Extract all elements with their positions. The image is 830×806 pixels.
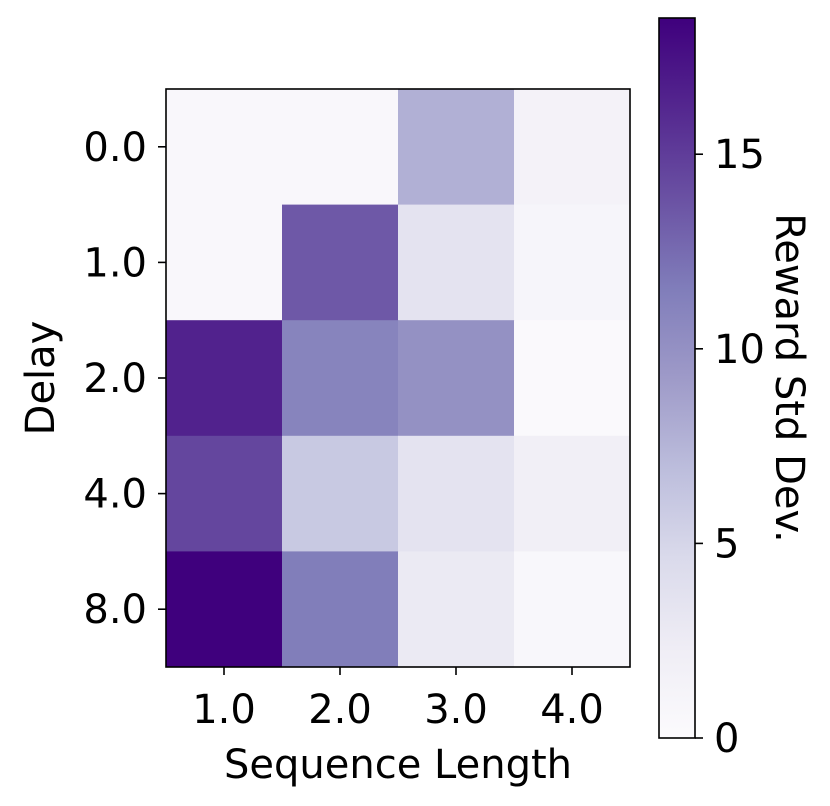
heatmap-cell: [514, 204, 631, 321]
heatmap-cell: [166, 320, 283, 437]
heatmap-cell: [398, 435, 515, 552]
heatmap-cell: [514, 551, 631, 668]
colorbar-tick-label: 15: [714, 132, 765, 178]
heatmap-cell: [398, 89, 515, 206]
y-tick-label: 8.0: [83, 587, 147, 633]
colorbar-tick-label: 0: [714, 716, 739, 762]
y-tick-label: 0.0: [83, 125, 147, 171]
x-axis-label: Sequence Length: [224, 742, 572, 788]
heatmap-cell: [514, 320, 631, 437]
heatmap-cell: [166, 435, 283, 552]
heatmap-cell: [398, 204, 515, 321]
heatmap-cells: [166, 89, 631, 668]
y-tick-label: 4.0: [83, 472, 147, 518]
x-tick-label: 4.0: [540, 687, 604, 733]
heatmap-cell: [398, 320, 515, 437]
colorbar: [658, 17, 696, 739]
heatmap-cell: [282, 89, 399, 206]
y-axis-ticks: 0.0 1.0 2.0 4.0 8.0: [83, 125, 166, 633]
heatmap-cell: [514, 435, 631, 552]
colorbar-label: Reward Std Dev.: [766, 213, 812, 543]
x-axis-ticks: 1.0 2.0 3.0 4.0: [192, 667, 604, 733]
heatmap-cell: [398, 551, 515, 668]
heatmap-cell: [166, 551, 283, 668]
y-tick-label: 1.0: [83, 240, 147, 286]
y-tick-label: 2.0: [83, 356, 147, 402]
heatmap-cell: [282, 551, 399, 668]
colorbar-tick-label: 10: [714, 327, 765, 373]
colorbar-ticks: 0 5 10 15: [695, 132, 765, 762]
x-tick-label: 2.0: [308, 687, 372, 733]
colorbar-tick-label: 5: [714, 521, 739, 567]
x-tick-label: 3.0: [424, 687, 488, 733]
y-axis-label: Delay: [18, 321, 64, 436]
heatmap-cell: [166, 89, 283, 206]
heatmap-cell: [282, 204, 399, 321]
heatmap-cell: [282, 435, 399, 552]
heatmap-cell: [166, 204, 283, 321]
heatmap-cell: [514, 89, 631, 206]
heatmap-cell: [282, 320, 399, 437]
x-tick-label: 1.0: [192, 687, 256, 733]
